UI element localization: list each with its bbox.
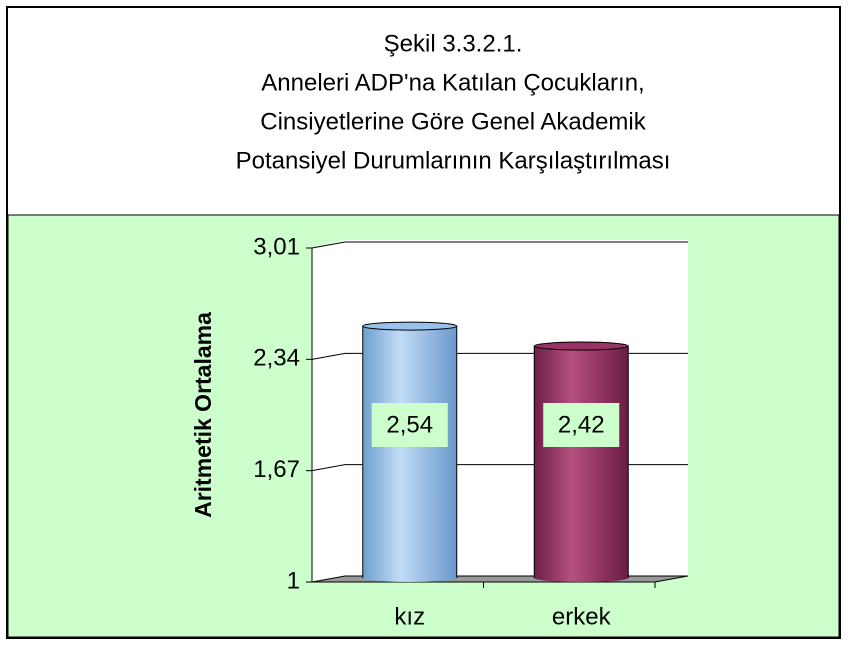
y-tick-label: 2,34	[253, 345, 300, 372]
title-line: Şekil 3.3.2.1.	[384, 30, 523, 57]
title-line: Cinsiyetlerine Göre Genel Akademik	[260, 108, 647, 135]
title-line: Potansiyel Durumlarının Karşılaştırılmas…	[236, 147, 671, 174]
value-label: 2,42	[558, 411, 605, 438]
bar-top	[362, 321, 458, 331]
value-label: 2,54	[386, 411, 433, 438]
y-axis-label: Aritmetik Ortalama	[190, 312, 216, 518]
y-tick-label: 1,67	[253, 456, 300, 483]
value-label-box	[371, 403, 448, 447]
bar	[362, 326, 457, 578]
bar-base	[362, 574, 457, 582]
value-label-box	[543, 403, 620, 447]
title-line: Anneleri ADP'na Katılan Çocukların,	[261, 69, 644, 96]
y-tick-label: 3,01	[253, 233, 300, 260]
bar-top	[533, 341, 629, 351]
x-tick-label: kız	[394, 603, 425, 630]
grid-line	[311, 241, 688, 249]
bar-base	[534, 574, 629, 582]
x-tick-label: erkek	[552, 603, 612, 630]
y-tick-label: 1	[287, 567, 300, 594]
bar	[534, 346, 629, 578]
side-wall	[312, 240, 345, 582]
